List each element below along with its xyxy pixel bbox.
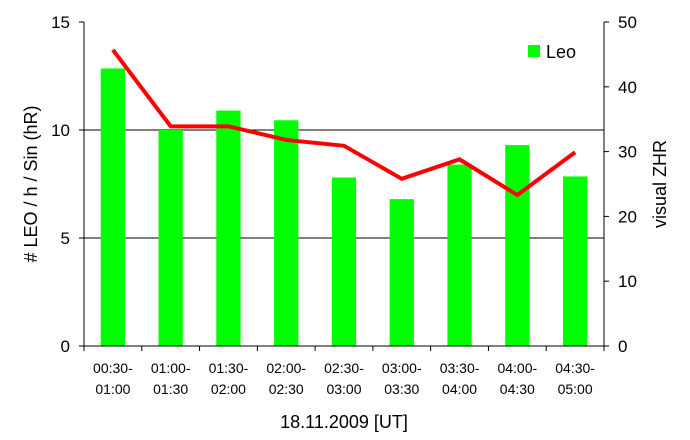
- right-tick-label: 50: [618, 13, 637, 32]
- zhr-line: [111, 48, 577, 198]
- bar: [274, 120, 299, 346]
- left-tick-label: 10: [51, 121, 70, 140]
- x-tick-label-end: 04:30: [500, 381, 535, 397]
- right-axis-ticks: 0 10 20 30 40 50: [604, 13, 637, 356]
- left-axis-ticks: 0 5 10 15: [51, 13, 84, 356]
- bar: [562, 176, 588, 346]
- legend: Leo: [528, 42, 576, 62]
- line-series-zhr: [111, 48, 577, 198]
- left-tick-label: 5: [61, 229, 70, 248]
- x-tick-label-start: 04:00-: [497, 360, 537, 376]
- x-tick-label-end: 02:00: [211, 381, 246, 397]
- right-tick-label: 30: [618, 143, 637, 162]
- x-tick-label-end: 03:30: [384, 381, 419, 397]
- bar: [158, 130, 183, 346]
- x-tick-label-end: 01:30: [153, 381, 188, 397]
- bar-series-leo: [100, 68, 588, 346]
- x-tick-label-end: 01:00: [95, 381, 130, 397]
- left-tick-label: 15: [51, 13, 70, 32]
- right-tick-label: 20: [618, 207, 637, 226]
- x-tick-label-start: 00:30-: [93, 360, 133, 376]
- x-tick-label-start: 02:30-: [324, 360, 364, 376]
- right-tick-label: 0: [618, 337, 627, 356]
- bar: [447, 164, 472, 346]
- axes: [83, 22, 605, 347]
- right-tick-label: 10: [618, 272, 637, 291]
- left-tick-label: 0: [61, 337, 70, 356]
- bar: [216, 110, 241, 346]
- bar: [331, 177, 357, 346]
- y-axis-right-label: visual ZHR: [650, 140, 670, 228]
- x-tick-label-end: 02:30: [269, 381, 304, 397]
- x-tick-label-end: 04:00: [442, 381, 477, 397]
- x-tick-label-end: 03:00: [326, 381, 361, 397]
- x-tick-label-start: 01:30-: [209, 360, 249, 376]
- bar: [100, 68, 126, 346]
- y-axis-left-label: # LEO / h / Sin (hR): [21, 105, 41, 262]
- legend-label-leo: Leo: [546, 42, 576, 62]
- x-tick-label-start: 03:30-: [440, 360, 480, 376]
- x-tick-label-start: 02:00-: [266, 360, 306, 376]
- x-tick-label-start: 03:00-: [382, 360, 422, 376]
- x-tick-label-end: 05:00: [558, 381, 593, 397]
- legend-swatch-leo: [528, 45, 540, 57]
- x-axis-ticks: 00:30- 01:00 01:00- 01:30 01:30- 02:00 02:00- 0…: [83, 346, 605, 397]
- bar: [389, 199, 414, 346]
- x-tick-label-start: 01:00-: [151, 360, 191, 376]
- x-tick-label-start: 04:30-: [555, 360, 595, 376]
- bar: [505, 145, 530, 346]
- x-axis-label: 18.11.2009 [UT]: [280, 412, 408, 432]
- right-tick-label: 40: [618, 78, 637, 97]
